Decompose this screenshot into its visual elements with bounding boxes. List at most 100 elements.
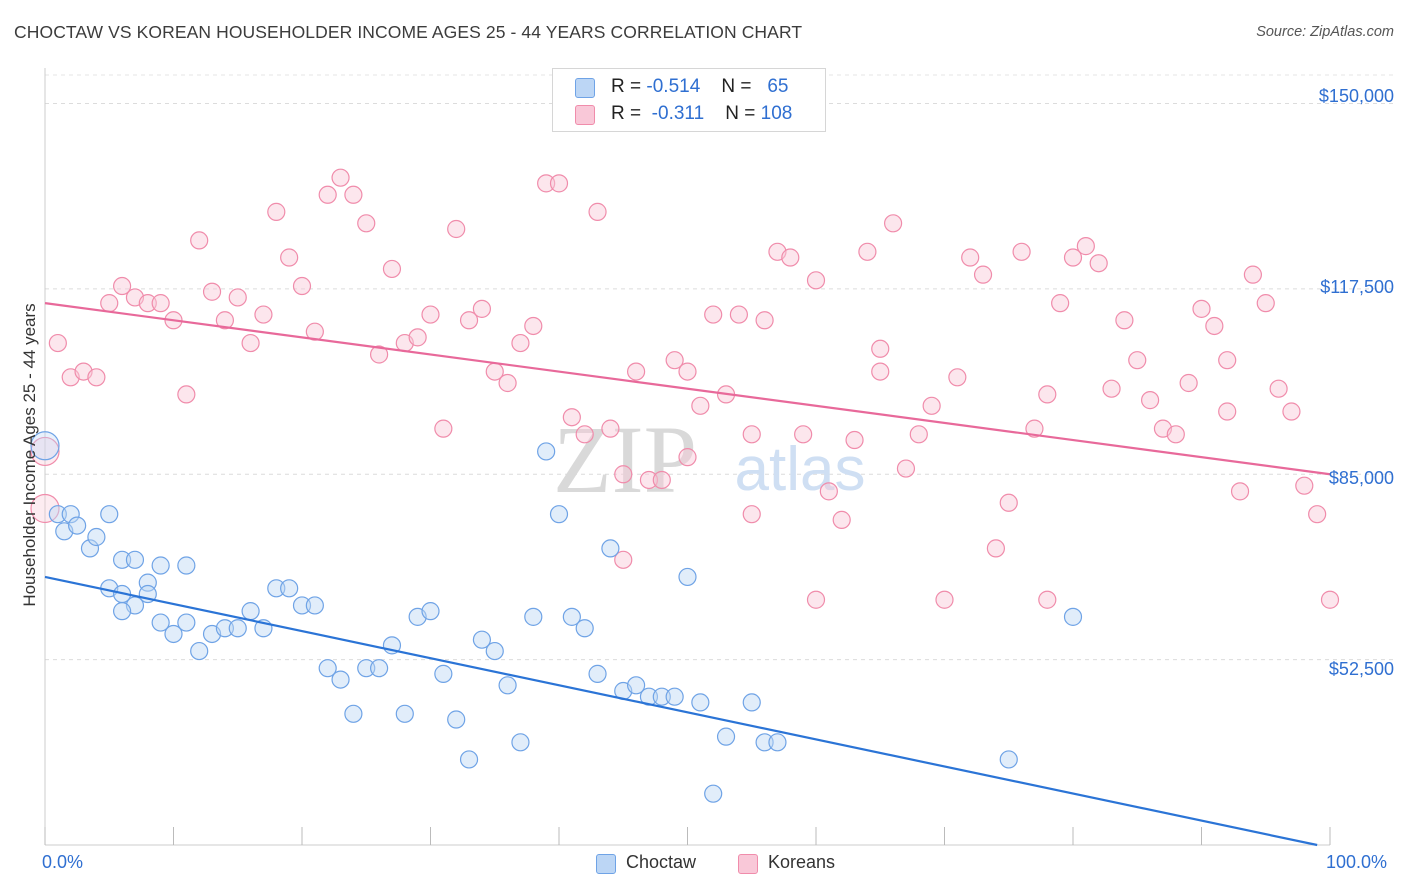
korean-point — [1063, 248, 1083, 267]
korean-point — [1102, 379, 1121, 398]
choctaw-point — [151, 613, 170, 632]
korean-point — [1051, 294, 1070, 313]
axes — [44, 68, 1331, 846]
choctaw-point — [626, 676, 646, 695]
korean-point — [742, 505, 761, 524]
korean-point — [421, 305, 440, 324]
legend-n-value: 65 — [767, 76, 789, 97]
korean-point — [48, 333, 67, 353]
choctaw-point — [472, 630, 491, 649]
choctaw-point — [537, 442, 556, 461]
korean-point — [472, 299, 491, 318]
x-tick-label-max: 100.0% — [1326, 852, 1388, 872]
korean-point — [344, 185, 363, 204]
choctaw-point — [30, 431, 60, 461]
legend-n-label: N = — [725, 103, 756, 124]
korean-point — [665, 351, 684, 370]
y-tick-label: $52,500 — [1328, 659, 1394, 679]
choctaw-point — [524, 607, 543, 626]
korean-point — [1192, 299, 1211, 318]
korean-point — [190, 231, 209, 250]
korean-legend-icon — [738, 854, 758, 874]
korean-point — [1115, 311, 1134, 330]
korean-point — [575, 425, 594, 444]
choctaw-trendline — [44, 575, 1318, 847]
korean-point — [1295, 476, 1314, 495]
choctaw-point — [999, 750, 1018, 769]
korean-point — [1218, 351, 1237, 370]
korean-point — [896, 459, 916, 478]
korean-point — [1179, 373, 1198, 393]
korean-point — [1038, 590, 1057, 609]
choctaw-point — [549, 505, 569, 524]
korean-point — [601, 419, 620, 438]
korean-point — [228, 288, 247, 307]
korean-point — [112, 276, 132, 296]
choctaw-point — [112, 550, 132, 569]
korean-point — [1282, 402, 1301, 421]
choctaw-legend-icon — [596, 854, 616, 874]
choctaw-point — [80, 539, 100, 558]
korean-point — [986, 539, 1006, 558]
korean-point — [370, 345, 389, 364]
choctaw-point — [87, 527, 106, 547]
korean-point — [318, 185, 337, 204]
zipatlas-watermark: ZIP atlas — [553, 406, 865, 513]
korean-point — [331, 168, 350, 187]
korean-point — [1269, 379, 1288, 398]
choctaw-point — [575, 619, 594, 638]
legend-r-label: R = — [611, 76, 642, 97]
korean-point — [704, 305, 723, 324]
korean-point — [794, 425, 813, 444]
y-tick-label: $117,500 — [1320, 277, 1394, 297]
choctaw-point — [61, 505, 80, 524]
choctaw-point — [421, 602, 440, 621]
korean-point — [1076, 237, 1095, 256]
korean-point — [909, 425, 928, 444]
choctaw-point — [716, 727, 736, 746]
korean-point — [806, 271, 826, 290]
korean-point — [1012, 242, 1031, 261]
grid-lines — [45, 74, 1395, 661]
choctaw-point — [344, 704, 363, 723]
korean-point — [280, 248, 299, 267]
korean-point — [202, 282, 222, 301]
korean-point — [832, 510, 851, 529]
choctaw-point — [318, 659, 337, 678]
korean-point — [806, 590, 826, 609]
korean-point — [524, 316, 543, 336]
korean-point — [883, 214, 903, 233]
korean-point — [639, 470, 659, 490]
legend-n-label: N = — [721, 76, 752, 97]
korean-point — [177, 385, 196, 404]
korean-point — [652, 470, 671, 490]
korean-point — [1205, 316, 1224, 336]
korean-point — [871, 339, 890, 358]
korean-point — [562, 408, 581, 427]
korean-point — [447, 219, 466, 239]
y-tick-label: $150,000 — [1318, 86, 1394, 106]
korean-point — [755, 311, 774, 330]
choctaw-legend-label: Choctaw — [626, 852, 697, 872]
korean-point — [100, 294, 119, 313]
y-axis-label: Householder Income Ages 25 - 44 years — [20, 303, 39, 607]
choctaw-point — [48, 505, 67, 524]
choctaw-point — [331, 670, 350, 689]
choctaw-point — [357, 659, 376, 678]
korean-point — [729, 305, 749, 324]
korean-point — [215, 311, 234, 330]
korean-point — [1140, 391, 1160, 410]
korean-point — [292, 276, 312, 296]
korean-point — [151, 294, 170, 313]
choctaw-point — [768, 733, 787, 752]
choctaw-point — [100, 505, 119, 524]
choctaw-point — [755, 733, 774, 752]
source-label: Source: ZipAtlas.com — [1256, 24, 1394, 40]
korean-point — [819, 482, 838, 501]
korean-point — [781, 248, 800, 267]
korean-point — [434, 419, 453, 438]
choctaw-point — [228, 619, 247, 638]
choctaw-point — [498, 676, 517, 695]
korean-point — [382, 259, 402, 279]
x-tick-label-min: 0.0% — [42, 852, 84, 872]
